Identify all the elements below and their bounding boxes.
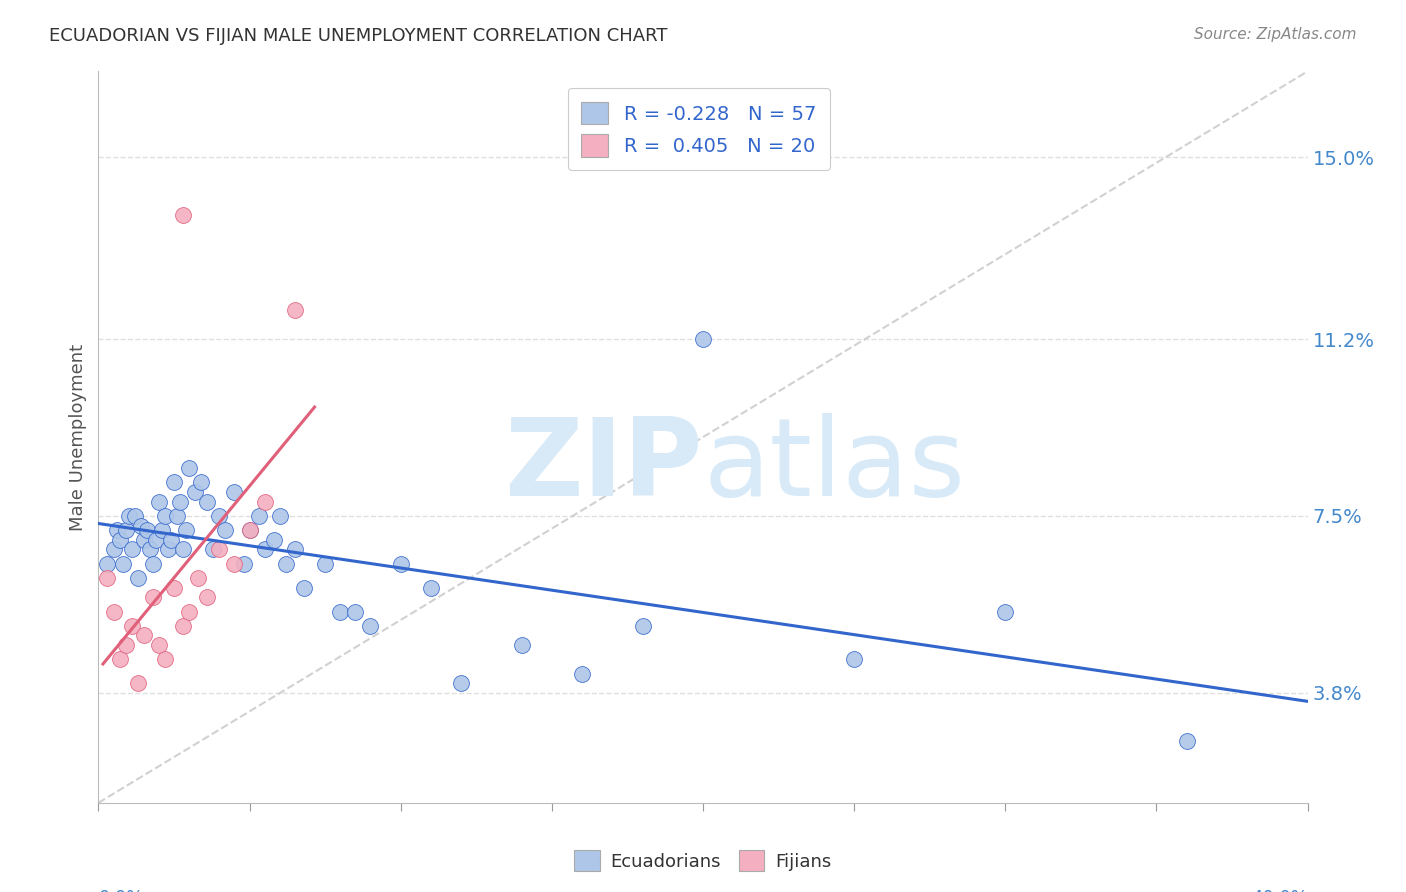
Point bbox=[135, 524, 157, 538]
Point bbox=[129, 518, 152, 533]
Point bbox=[269, 508, 291, 523]
Point bbox=[292, 581, 315, 595]
Point bbox=[274, 557, 297, 571]
Y-axis label: Male Unemployment: Male Unemployment bbox=[69, 343, 87, 531]
Point bbox=[163, 475, 186, 490]
Point bbox=[187, 571, 209, 585]
Legend: Ecuadorians, Fijians: Ecuadorians, Fijians bbox=[567, 843, 839, 879]
Legend: R = -0.228   N = 57, R =  0.405   N = 20: R = -0.228 N = 57, R = 0.405 N = 20 bbox=[568, 88, 830, 170]
Point bbox=[139, 542, 162, 557]
Text: 0.0%: 0.0% bbox=[98, 888, 143, 892]
Point bbox=[692, 332, 714, 346]
Point bbox=[571, 666, 593, 681]
Point bbox=[169, 494, 191, 508]
Point bbox=[195, 494, 218, 508]
Point bbox=[631, 619, 654, 633]
Point bbox=[510, 638, 533, 652]
Point bbox=[994, 605, 1017, 619]
Point bbox=[314, 557, 336, 571]
Point bbox=[156, 542, 179, 557]
Point bbox=[150, 524, 173, 538]
Point bbox=[118, 508, 141, 523]
Text: atlas: atlas bbox=[703, 413, 965, 519]
Point bbox=[132, 628, 155, 642]
Point bbox=[114, 524, 136, 538]
Point bbox=[163, 581, 186, 595]
Point bbox=[114, 638, 136, 652]
Text: ZIP: ZIP bbox=[505, 413, 703, 519]
Text: ECUADORIAN VS FIJIAN MALE UNEMPLOYMENT CORRELATION CHART: ECUADORIAN VS FIJIAN MALE UNEMPLOYMENT C… bbox=[49, 27, 668, 45]
Point bbox=[239, 524, 262, 538]
Point bbox=[96, 571, 118, 585]
Point bbox=[232, 557, 254, 571]
Text: 40.0%: 40.0% bbox=[1251, 888, 1308, 892]
Point bbox=[224, 557, 246, 571]
Point bbox=[172, 542, 194, 557]
Point bbox=[195, 591, 218, 605]
Point bbox=[153, 652, 176, 666]
Point bbox=[253, 494, 276, 508]
Point bbox=[132, 533, 155, 547]
Point bbox=[844, 652, 866, 666]
Point bbox=[153, 508, 176, 523]
Point bbox=[160, 533, 183, 547]
Point bbox=[142, 557, 165, 571]
Point bbox=[214, 524, 236, 538]
Text: Source: ZipAtlas.com: Source: ZipAtlas.com bbox=[1194, 27, 1357, 42]
Point bbox=[172, 208, 194, 222]
Point bbox=[148, 638, 170, 652]
Point bbox=[284, 303, 307, 318]
Point bbox=[1175, 733, 1198, 747]
Point bbox=[179, 461, 201, 475]
Point bbox=[108, 533, 131, 547]
Point bbox=[208, 542, 231, 557]
Point bbox=[247, 508, 270, 523]
Point bbox=[389, 557, 412, 571]
Point bbox=[263, 533, 285, 547]
Point bbox=[148, 494, 170, 508]
Point bbox=[360, 619, 382, 633]
Point bbox=[103, 542, 125, 557]
Point bbox=[329, 605, 352, 619]
Point bbox=[105, 524, 128, 538]
Point bbox=[127, 676, 149, 690]
Point bbox=[111, 557, 134, 571]
Point bbox=[253, 542, 276, 557]
Point bbox=[344, 605, 367, 619]
Point bbox=[239, 524, 262, 538]
Point bbox=[179, 605, 201, 619]
Point bbox=[96, 557, 118, 571]
Point bbox=[202, 542, 225, 557]
Point bbox=[420, 581, 443, 595]
Point bbox=[174, 524, 197, 538]
Point bbox=[208, 508, 231, 523]
Point bbox=[224, 485, 246, 500]
Point bbox=[108, 652, 131, 666]
Point bbox=[166, 508, 188, 523]
Point bbox=[121, 542, 143, 557]
Point bbox=[124, 508, 146, 523]
Point bbox=[450, 676, 472, 690]
Point bbox=[103, 605, 125, 619]
Point bbox=[172, 619, 194, 633]
Point bbox=[121, 619, 143, 633]
Point bbox=[127, 571, 149, 585]
Point bbox=[142, 591, 165, 605]
Point bbox=[184, 485, 207, 500]
Point bbox=[145, 533, 167, 547]
Point bbox=[284, 542, 307, 557]
Point bbox=[190, 475, 212, 490]
